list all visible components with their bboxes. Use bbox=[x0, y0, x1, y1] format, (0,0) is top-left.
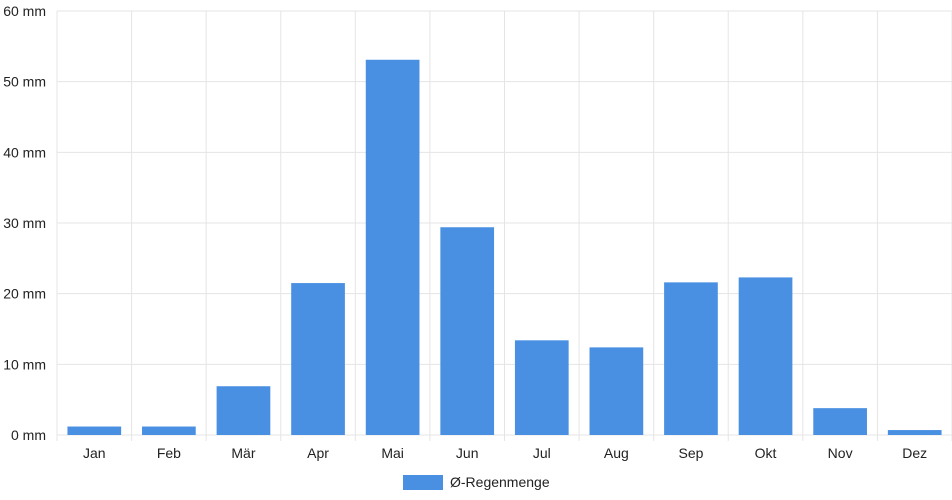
bar-aug[interactable] bbox=[589, 347, 644, 435]
y-tick-label: 20 mm bbox=[3, 286, 46, 302]
x-tick-label: Nov bbox=[828, 445, 853, 461]
grid-lines bbox=[56, 10, 952, 441]
bar-jan[interactable] bbox=[67, 426, 122, 435]
legend-swatch[interactable] bbox=[403, 475, 443, 490]
x-tick-label: Dez bbox=[902, 445, 927, 461]
bar-okt[interactable] bbox=[738, 277, 793, 435]
bars bbox=[67, 59, 942, 435]
legend-label[interactable]: Ø-Regenmenge bbox=[450, 474, 550, 490]
y-axis-tick-labels: 0 mm 10 mm 20 mm 30 mm 40 mm 50 mm 60 mm bbox=[3, 3, 46, 443]
y-tick-label: 0 mm bbox=[11, 427, 46, 443]
x-tick-label: Apr bbox=[307, 445, 329, 461]
x-tick-label: Jul bbox=[533, 445, 551, 461]
bar-apr[interactable] bbox=[291, 283, 345, 435]
x-tick-label: Mai bbox=[381, 445, 404, 461]
bar-jun[interactable] bbox=[440, 227, 495, 435]
y-tick-label: 50 mm bbox=[3, 74, 46, 90]
bar-dez[interactable] bbox=[887, 430, 942, 435]
x-tick-label: Jan bbox=[83, 445, 106, 461]
x-tick-label: Sep bbox=[678, 445, 703, 461]
bar-mai[interactable] bbox=[365, 59, 420, 435]
legend[interactable]: Ø-Regenmenge bbox=[403, 474, 550, 490]
x-tick-label: Okt bbox=[755, 445, 777, 461]
x-tick-label: Feb bbox=[157, 445, 181, 461]
bar-sep[interactable] bbox=[664, 282, 718, 435]
bar-jul[interactable] bbox=[514, 340, 569, 435]
x-tick-label: Jun bbox=[456, 445, 479, 461]
bar-nov[interactable] bbox=[813, 408, 867, 435]
y-tick-label: 40 mm bbox=[3, 144, 46, 160]
y-tick-label: 30 mm bbox=[3, 215, 46, 231]
y-tick-label: 10 mm bbox=[3, 356, 46, 372]
x-tick-label: Aug bbox=[604, 445, 629, 461]
bar-mär[interactable] bbox=[216, 386, 271, 435]
x-axis-tick-labels: Jan Feb Mär Apr Mai Jun Jul Aug Sep Okt Nov Dez bbox=[83, 445, 927, 461]
bar-feb[interactable] bbox=[142, 426, 196, 435]
y-tick-label: 60 mm bbox=[3, 3, 46, 19]
x-tick-label: Mär bbox=[231, 445, 255, 461]
